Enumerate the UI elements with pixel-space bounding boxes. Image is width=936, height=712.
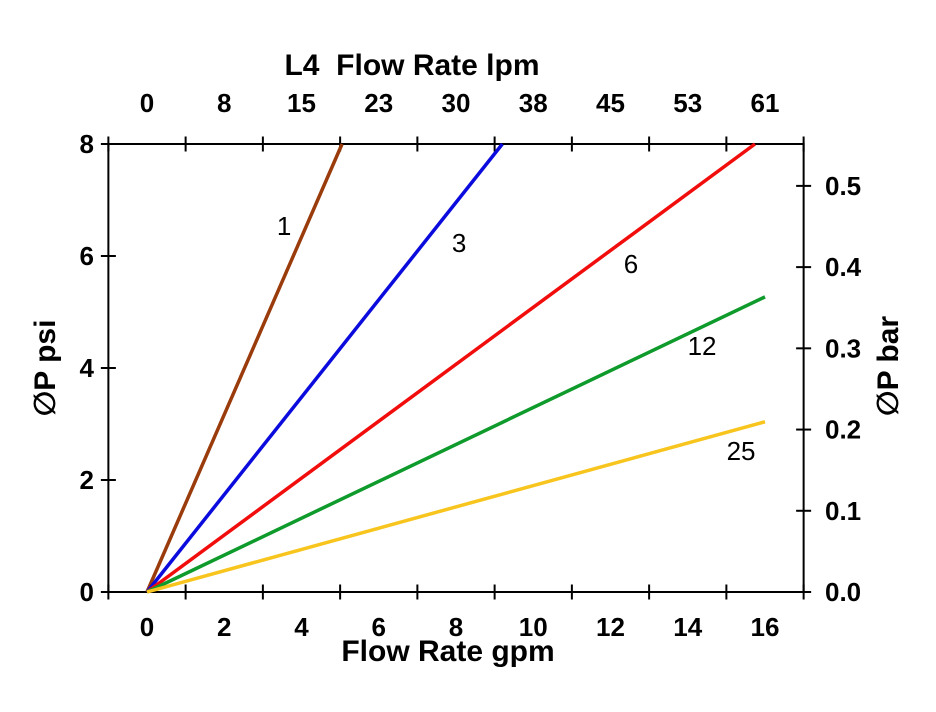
series-line-12 [146, 295, 766, 594]
x-tick-label-lpm: 45 [596, 88, 625, 118]
series-line-6 [145, 142, 756, 594]
series-label-1: 1 [277, 211, 291, 241]
bottom-axis-title: Flow Rate gpm [341, 635, 555, 668]
series-label-12: 12 [688, 331, 717, 361]
y-tick-label-bar: 0.2 [825, 415, 861, 445]
x-tick-label-lpm: 8 [217, 88, 231, 118]
series-line-1 [145, 143, 344, 593]
x-tick-label-lpm: 23 [364, 88, 393, 118]
y-tick-label-psi: 2 [80, 465, 94, 495]
x-tick-label-gpm: 16 [751, 612, 780, 642]
x-tick-label-gpm: 4 [294, 612, 309, 642]
x-tick-label-lpm: 30 [442, 88, 471, 118]
y-tick-label-psi: 6 [80, 241, 94, 271]
series-label-6: 6 [624, 249, 638, 279]
series-label-3: 3 [452, 228, 466, 258]
x-tick-label-gpm: 6 [372, 612, 386, 642]
x-tick-label-gpm: 14 [673, 612, 702, 642]
y-tick-label-psi: 8 [80, 129, 94, 159]
y-tick-label-psi: 0 [80, 577, 94, 607]
x-tick-label-gpm: 10 [519, 612, 548, 642]
x-tick-label-lpm: 0 [140, 88, 154, 118]
x-tick-label-lpm: 38 [519, 88, 548, 118]
x-tick-label-lpm: 61 [751, 88, 780, 118]
series-label-25: 25 [727, 436, 756, 466]
x-tick-label-gpm: 8 [449, 612, 463, 642]
top-axis-title: L4 Flow Rate lpm [284, 49, 540, 82]
series-line-25 [146, 420, 766, 594]
x-tick-label-lpm: 15 [287, 88, 316, 118]
y-tick-label-bar: 0.3 [825, 333, 861, 363]
x-tick-label-gpm: 0 [140, 612, 154, 642]
y-tick-label-bar: 0.4 [825, 252, 862, 282]
plot-frame [107, 143, 805, 593]
x-tick-label-gpm: 12 [596, 612, 625, 642]
x-tick-label-gpm: 2 [217, 612, 231, 642]
series-line-3 [145, 142, 504, 594]
y-tick-label-psi: 4 [80, 353, 95, 383]
y-tick-label-bar: 0.1 [825, 496, 861, 526]
y-tick-label-bar: 0.0 [825, 577, 861, 607]
y-tick-label-bar: 0.5 [825, 171, 861, 201]
x-tick-label-lpm: 53 [673, 88, 702, 118]
